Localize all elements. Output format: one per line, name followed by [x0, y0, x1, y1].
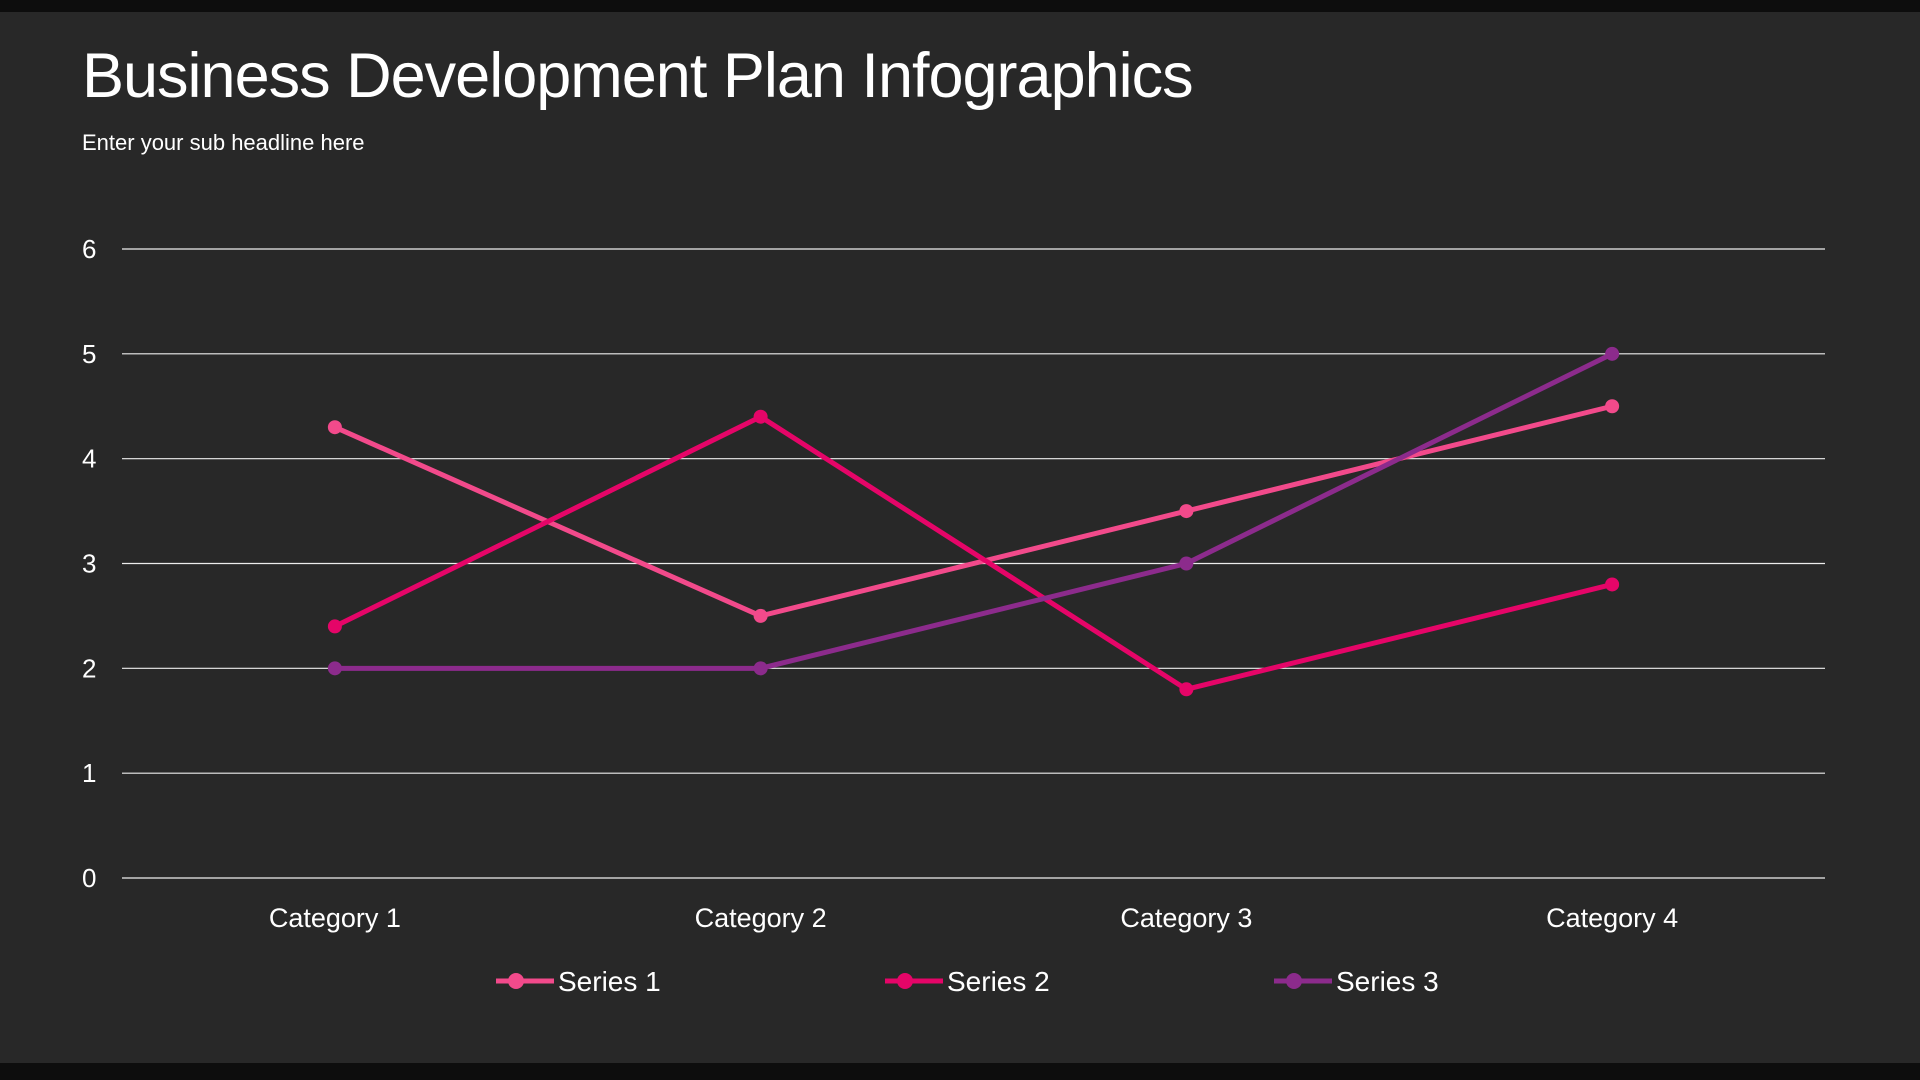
slide-header: Business Development Plan Infographics E…	[82, 40, 1194, 156]
series-point	[1605, 399, 1620, 414]
series-point	[327, 661, 342, 676]
series-point	[1179, 682, 1194, 697]
y-tick-label: 0	[82, 863, 96, 893]
y-tick-label: 1	[82, 758, 96, 788]
x-category-label: Category 2	[695, 903, 827, 933]
legend-swatch-dot	[508, 973, 524, 989]
y-tick-label: 6	[82, 234, 96, 264]
legend-label: Series 2	[947, 966, 1050, 997]
series-point	[753, 608, 768, 623]
series-point	[753, 409, 768, 424]
series-point	[1605, 577, 1620, 592]
series-line	[332, 351, 1615, 671]
series-point	[753, 661, 768, 676]
series-point	[1179, 504, 1194, 519]
y-tick-label: 3	[82, 549, 96, 579]
series-point	[1179, 556, 1194, 571]
series-point	[327, 420, 342, 435]
x-category-label: Category 3	[1120, 903, 1252, 933]
top-frame-bar	[0, 0, 1920, 12]
legend-swatch-dot	[1286, 973, 1302, 989]
page-title: Business Development Plan Infographics	[82, 41, 1194, 111]
y-tick-label: 5	[82, 339, 96, 369]
legend-label: Series 3	[1336, 966, 1439, 997]
y-tick-label: 4	[82, 444, 96, 474]
y-tick-label: 2	[82, 653, 96, 683]
legend-swatch-dot	[897, 973, 913, 989]
series-point	[1605, 346, 1620, 361]
x-category-label: Category 4	[1546, 903, 1678, 933]
series-point	[327, 619, 342, 634]
series-line	[332, 414, 1615, 692]
x-category-label: Category 1	[269, 903, 401, 933]
legend-label: Series 1	[558, 966, 661, 997]
bottom-frame-bar	[0, 1063, 1920, 1080]
series-line	[332, 403, 1615, 619]
page-subtitle: Enter your sub headline here	[82, 130, 365, 156]
